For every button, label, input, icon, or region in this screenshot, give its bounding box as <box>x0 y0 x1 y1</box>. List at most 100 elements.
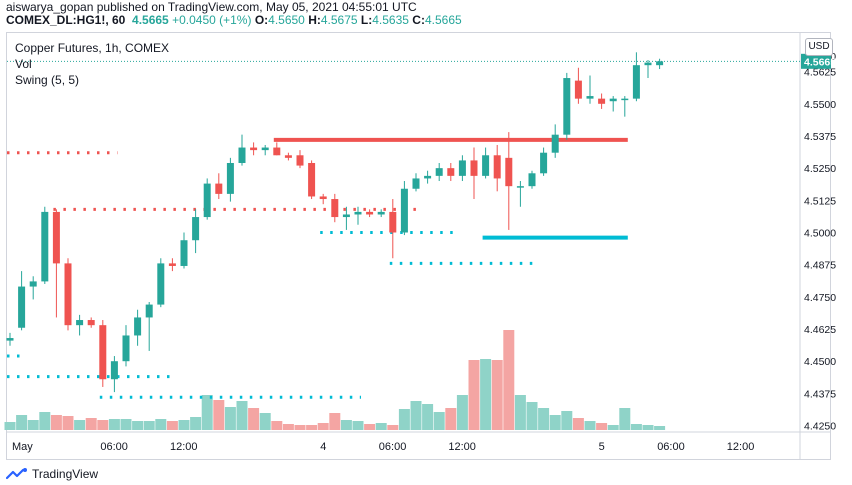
volume-bar <box>329 413 341 430</box>
x-tick-label: 12:00 <box>448 441 476 453</box>
volume-bar <box>607 425 619 430</box>
y-tick-label: 4.5000 <box>804 228 836 240</box>
volume-bar <box>503 330 515 430</box>
candle-body <box>284 155 292 158</box>
candle-body <box>644 62 652 66</box>
ohlc-header: COMEX_DL:HG1!, 60 4.5665 +0.0450 (+1%) O… <box>6 13 462 27</box>
candle-body <box>331 199 339 218</box>
volume-bar <box>259 413 271 430</box>
legend-title[interactable]: Copper Futures, 1h, COMEX <box>15 41 170 55</box>
tradingview-branding[interactable]: TradingView <box>6 467 98 481</box>
volume-bar <box>143 421 155 430</box>
volume-bar <box>62 416 74 430</box>
candle-body <box>470 160 478 176</box>
candle-body <box>64 263 72 326</box>
candle-body <box>134 317 142 336</box>
legend-volume[interactable]: Vol <box>15 57 32 71</box>
volume-bar <box>456 395 468 430</box>
volume-bar <box>352 421 364 430</box>
volume-bar <box>410 401 422 430</box>
volume-bar <box>514 395 526 430</box>
x-tick-label: 5 <box>599 441 605 453</box>
volume-bar <box>549 415 561 430</box>
volume-bar <box>538 408 550 430</box>
candle-body <box>435 168 443 176</box>
low-label: L: <box>360 13 373 27</box>
volume-bar <box>584 421 596 430</box>
x-tick-label: 12:00 <box>727 441 755 453</box>
close-label: C: <box>412 13 425 27</box>
x-tick-label: May <box>12 441 33 453</box>
legend-swing[interactable]: Swing (5, 5) <box>15 73 80 87</box>
candle-body <box>180 240 188 266</box>
volume-bar <box>654 426 666 430</box>
y-tick-label: 4.5375 <box>804 131 836 143</box>
symbol-label[interactable]: COMEX_DL:HG1!, 60 <box>6 13 126 27</box>
volume-bar <box>480 359 492 430</box>
open-value: 4.5650 <box>268 13 305 27</box>
candle-body <box>308 162 316 197</box>
candle-body <box>482 155 490 176</box>
candle-body <box>168 263 176 266</box>
candle-body <box>192 217 200 241</box>
candle-body <box>632 65 640 99</box>
candle-body <box>551 134 559 153</box>
candle-body <box>400 188 408 233</box>
currency-button[interactable]: USD <box>805 38 833 56</box>
volume-bar <box>27 420 39 430</box>
candle-body <box>273 147 281 156</box>
volume-bar <box>387 425 399 430</box>
volume-bar <box>108 419 120 430</box>
candle-body <box>586 96 594 99</box>
low-value: 4.5635 <box>372 13 409 27</box>
y-tick-label: 4.4250 <box>804 421 836 433</box>
volume-bar <box>166 421 178 430</box>
volume-bar <box>236 401 248 430</box>
volume-bar <box>317 423 329 430</box>
candle-body <box>354 211 362 215</box>
candle-body <box>145 304 153 318</box>
brand-name: TradingView <box>32 467 99 481</box>
candle-body <box>110 361 118 380</box>
candle-body <box>447 168 455 176</box>
y-tick-label: 4.5125 <box>804 195 836 207</box>
volume-bar <box>561 411 573 430</box>
candle-body <box>505 157 513 187</box>
volume-bar <box>572 418 584 430</box>
candle-body <box>250 147 258 151</box>
volume-bar <box>375 423 387 430</box>
candle-body <box>493 155 501 179</box>
y-tick-label: 4.4750 <box>804 292 836 304</box>
candle-body <box>458 160 466 176</box>
candle-body <box>377 211 385 215</box>
volume-bar <box>85 418 97 430</box>
volume-bar <box>213 400 225 430</box>
x-tick-label: 06:00 <box>100 441 128 453</box>
candle-body <box>76 320 84 326</box>
volume-bar <box>4 422 16 430</box>
high-value: 4.5675 <box>320 13 358 27</box>
volume-bar <box>468 360 480 430</box>
volume-bar <box>491 360 503 430</box>
volume-bar <box>630 424 642 430</box>
chart-panel[interactable] <box>6 32 831 460</box>
last-price: 4.5665 <box>132 13 169 27</box>
candle-body <box>516 186 524 188</box>
candle-body <box>296 155 304 166</box>
candle-body <box>18 286 26 328</box>
volume-bar <box>224 407 236 430</box>
open-label: O: <box>254 13 269 27</box>
candle-body <box>203 183 211 218</box>
candle-body <box>574 80 582 99</box>
close-value: 4.5665 <box>424 13 462 27</box>
x-tick-label: 4 <box>320 441 326 453</box>
last-price-badge-label: 4.5665 <box>804 56 836 68</box>
candle-body <box>412 178 420 189</box>
volume-bar <box>155 419 167 430</box>
volume-bar <box>282 424 294 430</box>
y-tick-label: 4.5250 <box>804 163 836 175</box>
volume-bar <box>74 420 86 430</box>
candle-body <box>261 147 269 151</box>
publish-info: aiswarya_gopan published on TradingView.… <box>6 0 417 14</box>
